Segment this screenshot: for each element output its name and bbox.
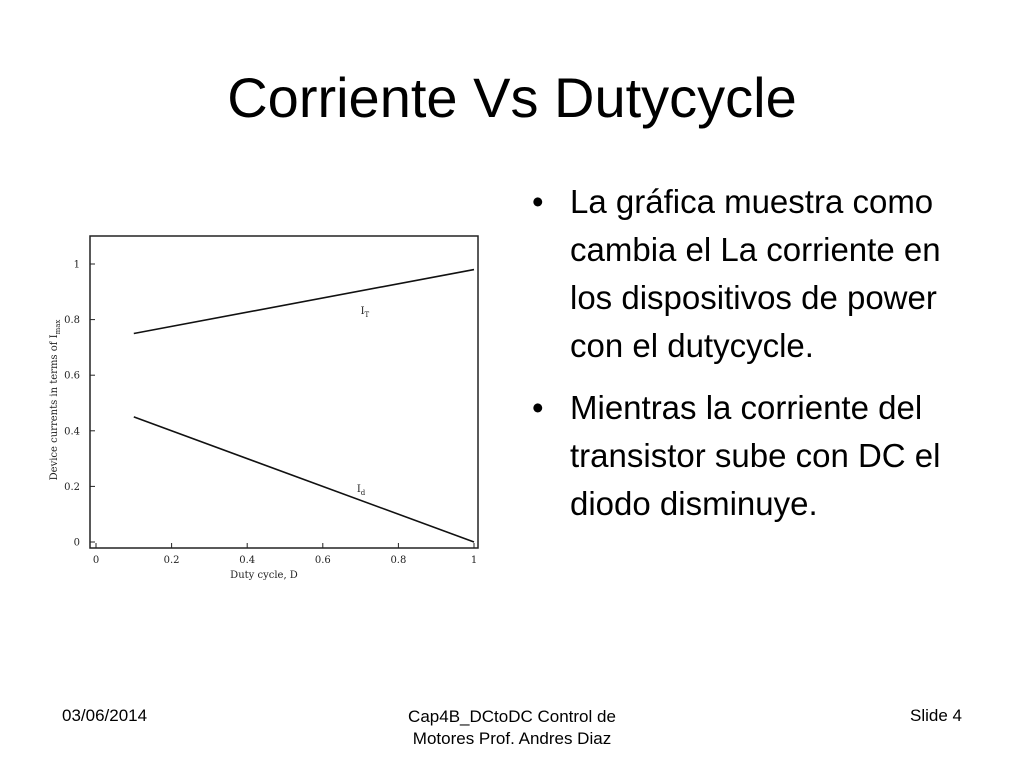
bullet-item: • La gráfica muestra como cambia el La c…	[530, 178, 970, 370]
x-tick-label: 0.2	[164, 555, 180, 566]
bullet-text: Mientras la corriente del transistor sub…	[570, 389, 941, 522]
bullet-dot: •	[532, 183, 544, 220]
y-axis-label: Device currents in terms of Imax	[49, 320, 62, 481]
x-tick-label: 0.6	[315, 555, 331, 566]
footer-course-line2: Motores Prof. Andres Diaz	[412, 729, 612, 748]
bullet-list: • La gráfica muestra como cambia el La c…	[530, 178, 970, 542]
bullet-item: • Mientras la corriente del transistor s…	[530, 384, 970, 528]
series-label: IT	[361, 306, 370, 319]
footer-slide-number: Slide 4	[910, 706, 962, 725]
y-tick-label: 0.8	[64, 315, 80, 326]
y-axis-label-subscript: max	[54, 320, 62, 335]
series-label-subscript: T	[365, 311, 370, 319]
y-tick-label: 0.6	[64, 371, 80, 382]
bullet-text: La gráfica muestra como cambia el La cor…	[570, 183, 941, 364]
current-vs-duty-cycle-chart: 0 0.2 0.4 0.6 0.8 1 0 0.2 0.4 0.6 0.8 1 Duty cycle, …	[44, 226, 492, 584]
chart-series	[133, 268, 475, 543]
x-tick-label: 0.8	[390, 555, 406, 566]
x-tick-label: 1	[471, 555, 477, 566]
slide-title: Corriente Vs Dutycycle	[227, 66, 797, 129]
series-label-subscript: d	[361, 489, 366, 497]
chart-svg: 0 0.2 0.4 0.6 0.8 1 0 0.2 0.4 0.6 0.8 1 Duty cycle, …	[49, 235, 479, 582]
x-axis-label: Duty cycle, D	[230, 570, 298, 581]
footer-course-line1: Cap4B_DCtoDC Control de	[408, 707, 616, 726]
plot-frame	[89, 235, 479, 549]
y-tick-label: 1	[74, 260, 80, 271]
chart-labels: 0 0.2 0.4 0.6 0.8 1 0 0.2 0.4 0.6 0.8 1 Duty cycle, …	[49, 260, 477, 582]
x-tick-label: 0	[93, 555, 99, 566]
footer-date: 03/06/2014	[62, 706, 148, 725]
footer-course-info: Cap4B_DCtoDC Control de Motores Prof. An…	[362, 706, 662, 750]
series-label: Id	[357, 484, 366, 497]
x-tick-label: 0.4	[239, 555, 255, 566]
series-line-Id	[133, 416, 475, 543]
y-tick-label: 0.2	[64, 482, 80, 493]
y-tick-label: 0	[74, 538, 80, 549]
bullet-dot: •	[532, 389, 544, 426]
series-line-IT	[133, 268, 475, 335]
y-tick-label: 0.4	[64, 426, 80, 437]
chart-ticks	[90, 263, 475, 548]
